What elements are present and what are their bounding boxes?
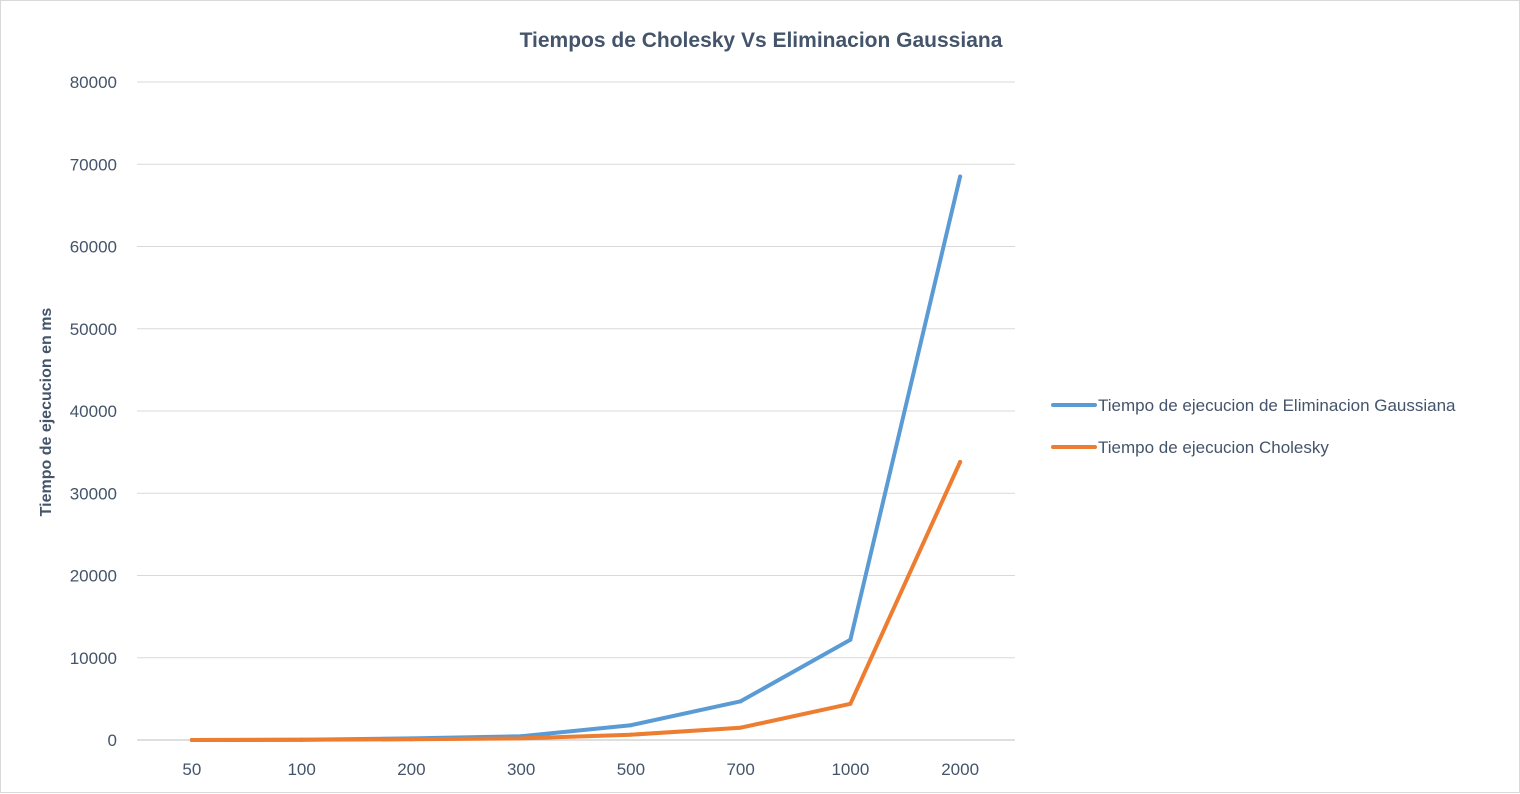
- data-point: [628, 732, 633, 737]
- data-point: [738, 725, 743, 730]
- y-tick-label: 60000: [70, 238, 117, 257]
- series-line-2: [189, 460, 963, 742]
- x-tick-label: 700: [726, 760, 754, 779]
- y-tick-label: 20000: [70, 567, 117, 586]
- y-tick-label: 0: [108, 731, 117, 750]
- series-line-1: [189, 174, 963, 742]
- data-point: [299, 737, 304, 742]
- x-tick-label: 50: [182, 760, 201, 779]
- y-tick-label: 40000: [70, 402, 117, 421]
- data-point: [519, 736, 524, 741]
- data-point: [958, 174, 963, 179]
- y-tick-label: 70000: [70, 155, 117, 174]
- data-point: [628, 723, 633, 728]
- data-point: [409, 737, 414, 742]
- x-tick-label: 500: [617, 760, 645, 779]
- y-axis-label: Tiempo de ejecucion en ms: [38, 308, 55, 517]
- x-tick-label: 2000: [941, 760, 979, 779]
- y-axis-ticks: 0 10000 20000 30000 40000 50000 60000 70000 8000…: [70, 73, 117, 750]
- data-point: [189, 737, 194, 742]
- x-tick-label: 1000: [831, 760, 869, 779]
- y-tick-label: 10000: [70, 649, 117, 668]
- chart-title: Tiempos de Cholesky Vs Eliminacion Gauss…: [520, 29, 1003, 52]
- x-tick-label: 200: [397, 760, 425, 779]
- gridlines: [137, 81, 1015, 741]
- legend: Tiempo de ejecucion de Eliminacion Gauss…: [1051, 396, 1456, 457]
- x-tick-label: 300: [507, 760, 535, 779]
- y-tick-label: 30000: [70, 484, 117, 503]
- data-point: [958, 459, 963, 464]
- data-point: [848, 701, 853, 706]
- y-tick-label: 50000: [70, 320, 117, 339]
- x-tick-label: 100: [287, 760, 315, 779]
- y-tick-label: 80000: [70, 73, 117, 92]
- legend-label-2: Tiempo de ejecucion Cholesky: [1098, 438, 1329, 457]
- x-axis-ticks: 50 100 200 300 500 700 1000 2000: [182, 760, 979, 779]
- data-point: [738, 699, 743, 704]
- legend-label-1: Tiempo de ejecucion de Eliminacion Gauss…: [1098, 396, 1456, 415]
- series-lines: [189, 174, 963, 742]
- data-point: [848, 637, 853, 642]
